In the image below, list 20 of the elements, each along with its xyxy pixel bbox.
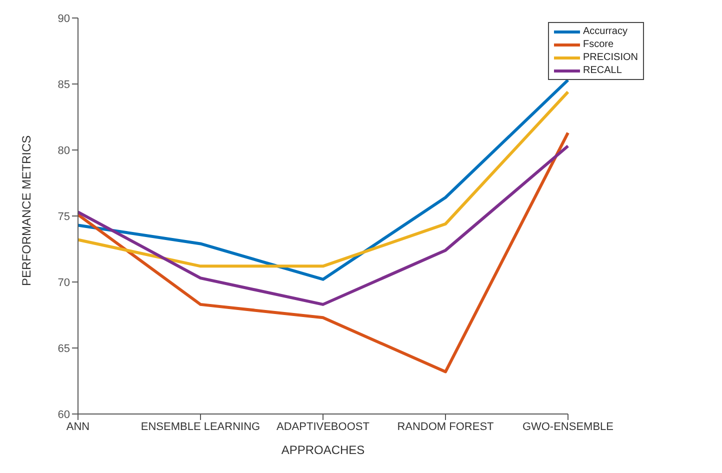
y-axis-title: PERFORMANCE METRICS: [19, 135, 34, 286]
line-series: [76, 131, 570, 374]
line-series: [76, 144, 570, 306]
x-tick-label: GWO-ENSEMBLE: [522, 420, 614, 433]
legend-label: Fscore: [582, 39, 614, 50]
y-tick-label: 75: [58, 210, 70, 223]
y-tick-label: 80: [58, 144, 70, 157]
x-tick-label: ENSEMBLE LEARNING: [140, 420, 260, 433]
x-tick-label: RANDOM FOREST: [397, 420, 494, 433]
y-tick-label: 60: [58, 408, 70, 421]
y-tick-label: 90: [58, 12, 70, 25]
legend-label: Accurracy: [582, 26, 628, 37]
x-axis-title: APPROACHES: [281, 443, 365, 457]
y-tick-label: 65: [58, 342, 70, 355]
y-tick-label: 85: [58, 78, 70, 91]
legend-label: RECALL: [582, 65, 622, 76]
x-tick-label: ANN: [66, 420, 90, 433]
legend-label: PRECISION: [582, 52, 638, 63]
y-tick-label: 70: [58, 276, 70, 289]
x-tick-label: ADAPTIVEBOOST: [276, 420, 370, 433]
